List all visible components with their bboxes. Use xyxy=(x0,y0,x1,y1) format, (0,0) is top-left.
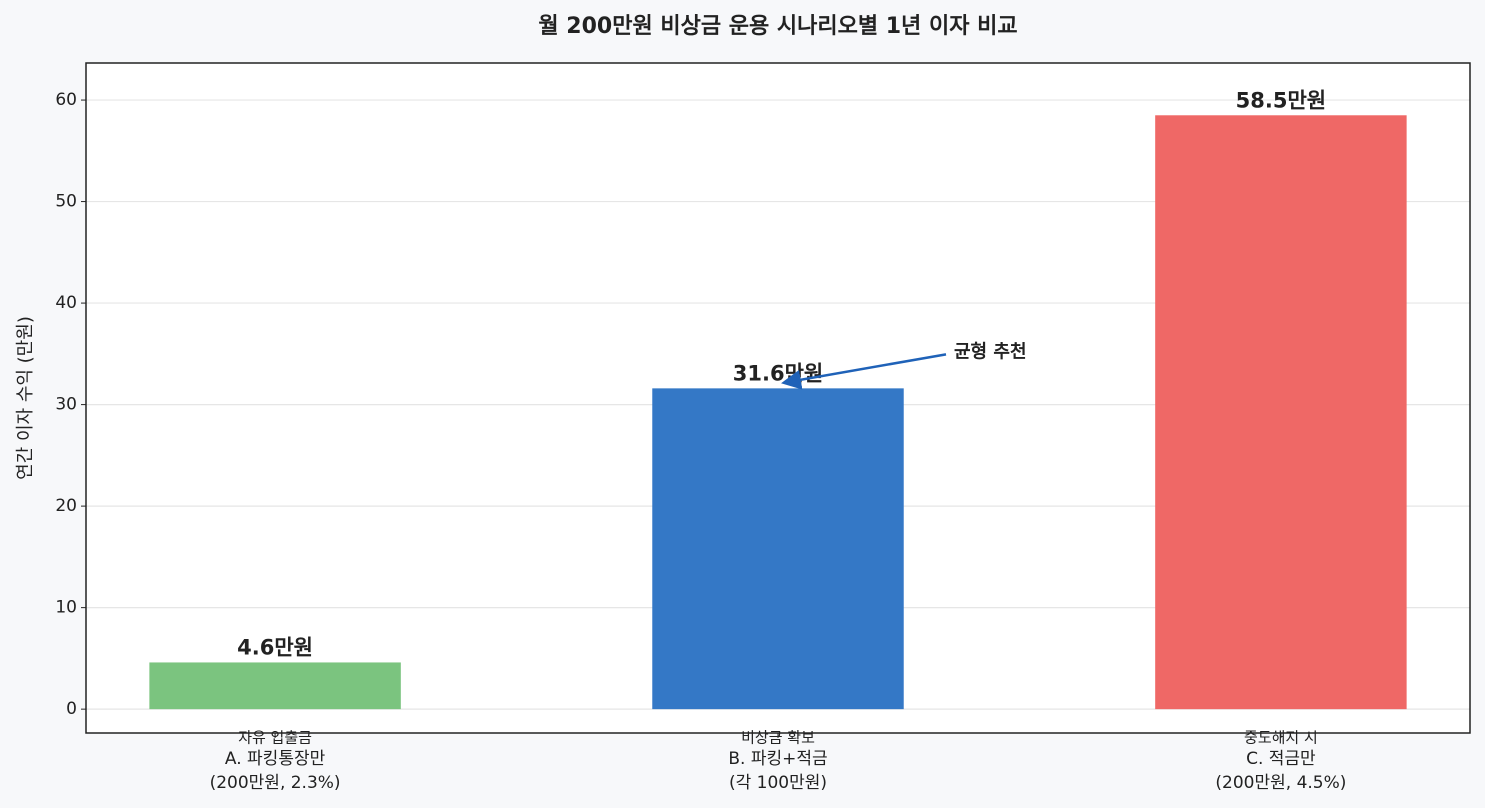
x-tick-label: (200만원, 2.3%) xyxy=(210,773,341,793)
bar xyxy=(1155,115,1407,710)
value-label: 4.6만원 xyxy=(237,635,313,659)
x-tick-label: C. 적금만 xyxy=(1246,749,1316,769)
value-label: 31.6만원 xyxy=(733,361,823,385)
x-tick-label: (200만원, 4.5%) xyxy=(1215,773,1346,793)
x-tick-label: B. 파킹+적금 xyxy=(728,749,827,769)
annotation: 균형 추천 xyxy=(954,341,1027,362)
value-label: 58.5만원 xyxy=(1236,88,1326,112)
y-tick-label: 10 xyxy=(55,598,77,618)
y-tick-label: 40 xyxy=(55,293,77,313)
y-tick-label: 50 xyxy=(55,192,77,212)
y-tick-label: 30 xyxy=(55,395,77,415)
y-tick-label: 60 xyxy=(55,90,77,110)
x-tick-label: (각 100만원) xyxy=(729,773,827,793)
plot-border xyxy=(85,62,1471,734)
bar xyxy=(149,662,401,710)
y-axis-label: 연간 이자 수익 (만원) xyxy=(15,316,36,480)
y-tick-label: 0 xyxy=(66,699,77,719)
bar xyxy=(652,388,904,710)
chart-title: 월 200만원 비상금 운용 시나리오별 1년 이자 비교 xyxy=(538,14,1017,39)
annotation-arrow xyxy=(781,353,947,390)
y-tick-label: 20 xyxy=(55,496,77,516)
x-tick-label: A. 파킹통장만 xyxy=(225,749,326,769)
